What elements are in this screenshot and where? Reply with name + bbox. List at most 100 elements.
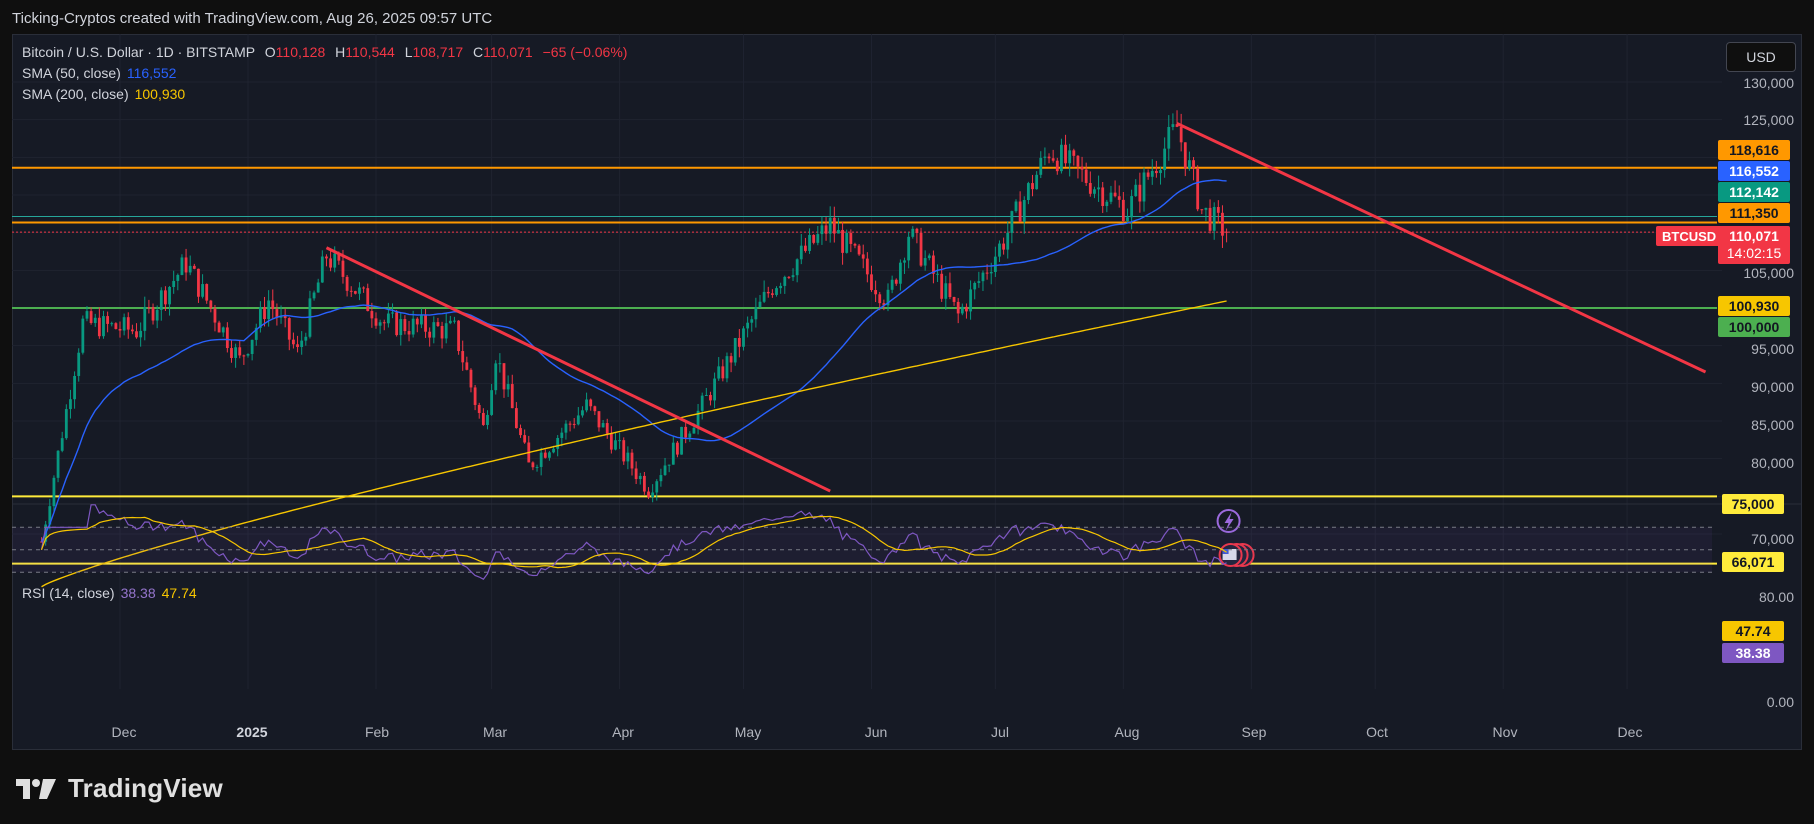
tradingview-logo[interactable]: TradingView [14, 773, 223, 804]
candle-body [353, 291, 357, 294]
candle-body [1022, 200, 1026, 222]
candle-body [1010, 211, 1014, 233]
candle-body [634, 468, 638, 480]
candle-body [275, 309, 279, 318]
candle-body [1163, 148, 1167, 171]
candle-body [704, 394, 708, 396]
candle-body [461, 351, 465, 363]
lightning-event-icon[interactable] [1216, 509, 1241, 533]
candle-body [642, 475, 646, 492]
candle-body [969, 289, 972, 312]
sma50-line [40, 179, 1227, 543]
candle-body [48, 506, 52, 525]
candle-body [1072, 150, 1076, 156]
candle-body [362, 287, 366, 289]
candle-body [1039, 157, 1043, 175]
candle-body [407, 331, 411, 335]
candle-body [601, 423, 605, 428]
candle-body [948, 283, 952, 298]
candle-body [1031, 183, 1034, 190]
candle-body [799, 245, 803, 260]
candle-body [535, 466, 539, 468]
candle-body [238, 347, 242, 356]
candle-body [626, 452, 630, 462]
candle-body [473, 387, 477, 405]
time-tick: Jun [864, 724, 888, 740]
candle-body [1002, 243, 1006, 250]
currency-button[interactable]: USD [1726, 42, 1796, 72]
candle-body [411, 318, 415, 335]
time-tick: Aug [1114, 724, 1140, 740]
candle-body [1014, 201, 1018, 212]
candle-body [837, 229, 840, 234]
candle-body [556, 437, 560, 449]
candle-body [345, 276, 349, 291]
candle-body [787, 276, 791, 278]
candle-body [213, 308, 217, 323]
candle-body [1121, 199, 1125, 222]
candle-body [477, 404, 481, 413]
candle-body [572, 423, 576, 425]
candle-body [184, 257, 188, 273]
candle-body [316, 282, 320, 293]
candle-body [609, 433, 613, 450]
time-tick: Mar [482, 724, 508, 740]
candle-body [126, 317, 130, 330]
level-tag-111350: 111,350 [1718, 203, 1790, 223]
candle-body [857, 245, 861, 255]
rsi-legend[interactable]: RSI (14, close) 38.38 47.74 [22, 585, 197, 601]
candle-body [907, 236, 911, 261]
candle-body [176, 274, 180, 281]
time-tick: Apr [612, 724, 634, 740]
candle-body [77, 352, 81, 376]
rsi-line [40, 504, 1227, 580]
sma200-line [41, 300, 1227, 588]
candle-body [1138, 184, 1142, 202]
candle-body [1175, 124, 1179, 127]
candle-body [114, 323, 118, 329]
candle-body [415, 318, 419, 325]
candle-body [1084, 169, 1088, 183]
candle-body [1126, 217, 1129, 222]
candle-body [651, 492, 655, 498]
candle-body [581, 410, 584, 416]
candle-body [135, 331, 138, 338]
candle-body [849, 232, 853, 244]
candle-body [531, 462, 535, 468]
candle-body [52, 477, 56, 507]
price-chart[interactable] [12, 34, 1802, 750]
candle-body [164, 290, 167, 305]
candle-body [680, 426, 683, 455]
candle-body [1225, 231, 1228, 233]
candle-body [659, 475, 663, 482]
sma50-label: SMA (50, close) [22, 65, 121, 81]
candle-body [168, 286, 171, 305]
sma50-legend[interactable]: SMA (50, close) 116,552 [22, 65, 176, 81]
candle-body [762, 291, 766, 302]
candle-body [1055, 160, 1059, 172]
candle-body [795, 259, 799, 276]
candle-body [1159, 170, 1162, 174]
low-key: L [404, 44, 413, 60]
candle-body [1216, 207, 1220, 213]
candle-body [622, 440, 626, 462]
candle-body [647, 491, 650, 498]
candle-body [841, 229, 844, 253]
candle-body [180, 257, 184, 275]
candle-body [1068, 150, 1072, 164]
candle-body [523, 435, 527, 443]
price-tick: 125,000 [1743, 112, 1794, 128]
candle-body [498, 363, 502, 365]
candle-body [312, 292, 316, 299]
sma200-legend[interactable]: SMA (200, close) 100,930 [22, 86, 185, 102]
candle-body [465, 362, 469, 370]
candle-body [1171, 124, 1175, 127]
candle-body [453, 320, 456, 322]
time-tick: Jul [991, 724, 1009, 740]
candle-body [172, 280, 176, 287]
candle-body [358, 287, 361, 294]
candle-body [845, 232, 849, 253]
symbol-title[interactable]: Bitcoin / U.S. Dollar · 1D · BITSTAMP [22, 44, 255, 60]
candle-body [258, 307, 262, 328]
candle-body [494, 363, 498, 391]
